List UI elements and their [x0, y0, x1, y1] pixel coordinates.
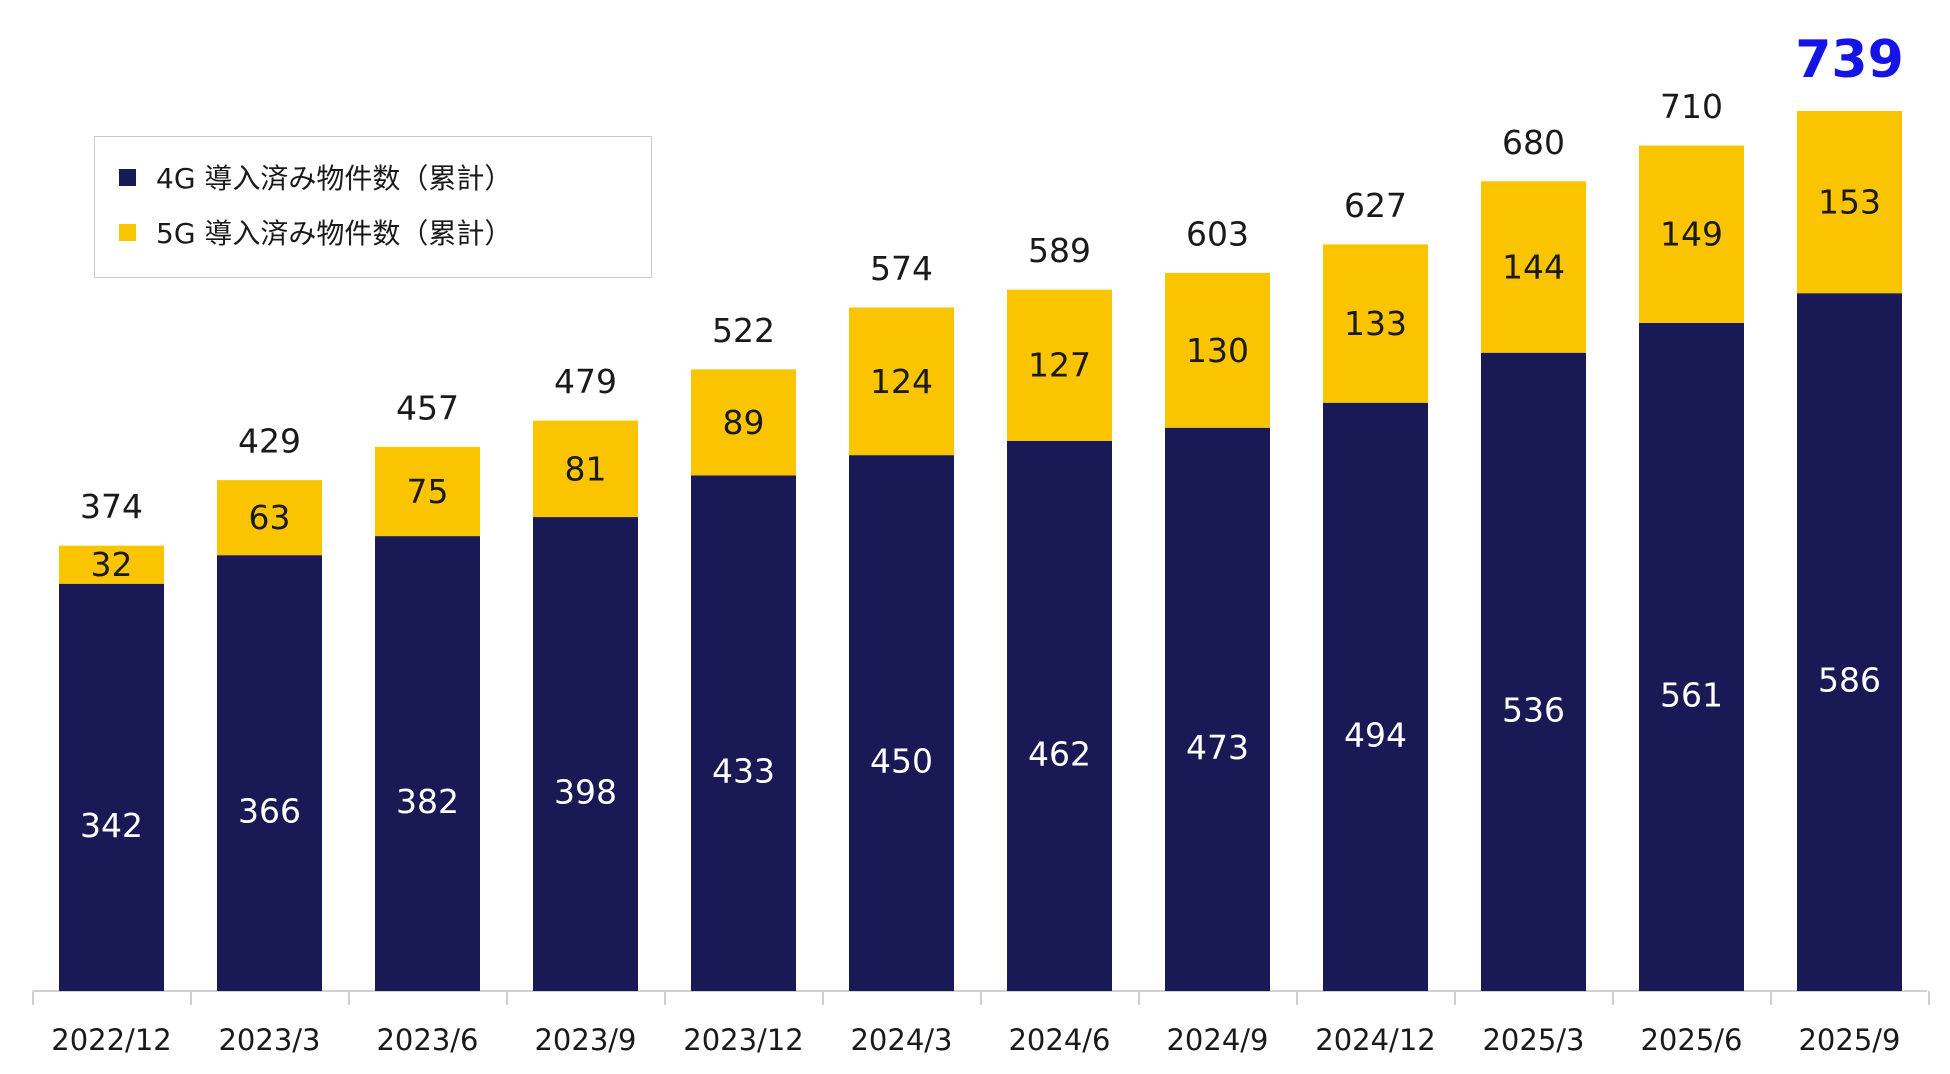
legend-item-4g: 4G 導入済み物件数（累計）: [119, 157, 512, 197]
total-label: 479: [554, 362, 617, 401]
legend-item-5g: 5G 導入済み物件数（累計）: [119, 212, 512, 252]
data-label-5g: 144: [1502, 247, 1565, 286]
total-label: 374: [80, 487, 143, 526]
bar-4g: [59, 583, 164, 991]
total-label-highlight: 739: [1795, 30, 1904, 90]
bar-5g: [217, 480, 322, 556]
bar-5g: [1165, 272, 1270, 428]
bar-4g: [1323, 402, 1428, 991]
data-label-4g: 382: [396, 782, 459, 821]
x-tick-label: 2023/3: [218, 1023, 320, 1057]
bar-5g: [1797, 111, 1902, 294]
data-label-5g: 130: [1186, 331, 1249, 370]
bar-4g: [1639, 322, 1744, 991]
data-label-4g: 366: [238, 792, 301, 831]
total-label: 457: [396, 388, 459, 427]
x-tick-label: 2022/12: [51, 1023, 171, 1057]
x-tick-label: 2024/12: [1315, 1023, 1435, 1057]
x-tick-label: 2024/9: [1166, 1023, 1268, 1057]
data-label-4g: 473: [1186, 728, 1249, 767]
data-label-5g: 32: [91, 545, 133, 584]
data-label-5g: 127: [1028, 346, 1091, 385]
data-label-4g: 494: [1344, 715, 1407, 754]
bar-4g: [849, 455, 954, 991]
data-label-4g: 586: [1818, 661, 1881, 700]
data-label-4g: 342: [80, 806, 143, 845]
data-label-5g: 75: [407, 472, 449, 511]
data-label-4g: 433: [712, 752, 775, 791]
data-label-5g: 133: [1344, 304, 1407, 343]
x-tick-label: 2024/3: [850, 1023, 952, 1057]
x-tick-label: 2023/9: [534, 1023, 636, 1057]
total-label: 522: [712, 311, 775, 350]
total-label: 603: [1186, 214, 1249, 253]
data-label-5g: 89: [723, 403, 765, 442]
bar-4g: [1007, 440, 1112, 991]
x-tick-label: 2023/6: [376, 1023, 478, 1057]
bar-4g: [691, 475, 796, 992]
total-label: 574: [870, 249, 933, 288]
bar-5g: [59, 545, 164, 584]
bar-4g: [1165, 427, 1270, 991]
data-label-4g: 398: [554, 773, 617, 812]
total-label: 627: [1344, 186, 1407, 225]
legend-swatch-4g: [119, 168, 136, 186]
bar-5g: [375, 446, 480, 537]
data-label-5g: 81: [565, 449, 607, 488]
bar-4g: [1797, 293, 1902, 991]
x-tick-label: 2024/6: [1008, 1023, 1110, 1057]
bar-5g: [533, 420, 638, 518]
data-label-4g: 450: [870, 742, 933, 781]
chart-legend: 4G 導入済み物件数（累計） 5G 導入済み物件数（累計）: [94, 136, 652, 278]
data-label-5g: 124: [870, 362, 933, 401]
bar-5g: [691, 369, 796, 476]
x-tick-label: 2023/12: [683, 1023, 803, 1057]
data-label-5g: 63: [249, 498, 291, 537]
bar-4g: [1481, 352, 1586, 991]
bar-5g: [849, 307, 954, 456]
legend-label-5g: 5G 導入済み物件数（累計）: [156, 217, 513, 250]
bar-5g: [1481, 181, 1586, 353]
bar-4g: [217, 555, 322, 991]
total-label: 589: [1028, 231, 1091, 270]
data-label-4g: 536: [1502, 690, 1565, 729]
data-label-4g: 462: [1028, 734, 1091, 773]
bar-5g: [1007, 289, 1112, 441]
x-tick-label: 2025/9: [1798, 1023, 1900, 1057]
bar-4g: [375, 536, 480, 991]
legend-label-4g: 4G 導入済み物件数（累計）: [156, 162, 513, 195]
bar-4g: [533, 517, 638, 991]
bar-5g: [1323, 244, 1428, 403]
total-label: 680: [1502, 123, 1565, 162]
bar-5g: [1639, 145, 1744, 323]
data-label-5g: 149: [1660, 215, 1723, 254]
data-label-5g: 153: [1818, 183, 1881, 222]
total-label: 710: [1660, 87, 1723, 126]
total-label: 429: [238, 422, 301, 461]
data-label-4g: 561: [1660, 675, 1723, 714]
legend-swatch-5g: [119, 223, 136, 241]
x-tick-label: 2025/3: [1482, 1023, 1584, 1057]
x-tick-label: 2025/6: [1640, 1023, 1742, 1057]
